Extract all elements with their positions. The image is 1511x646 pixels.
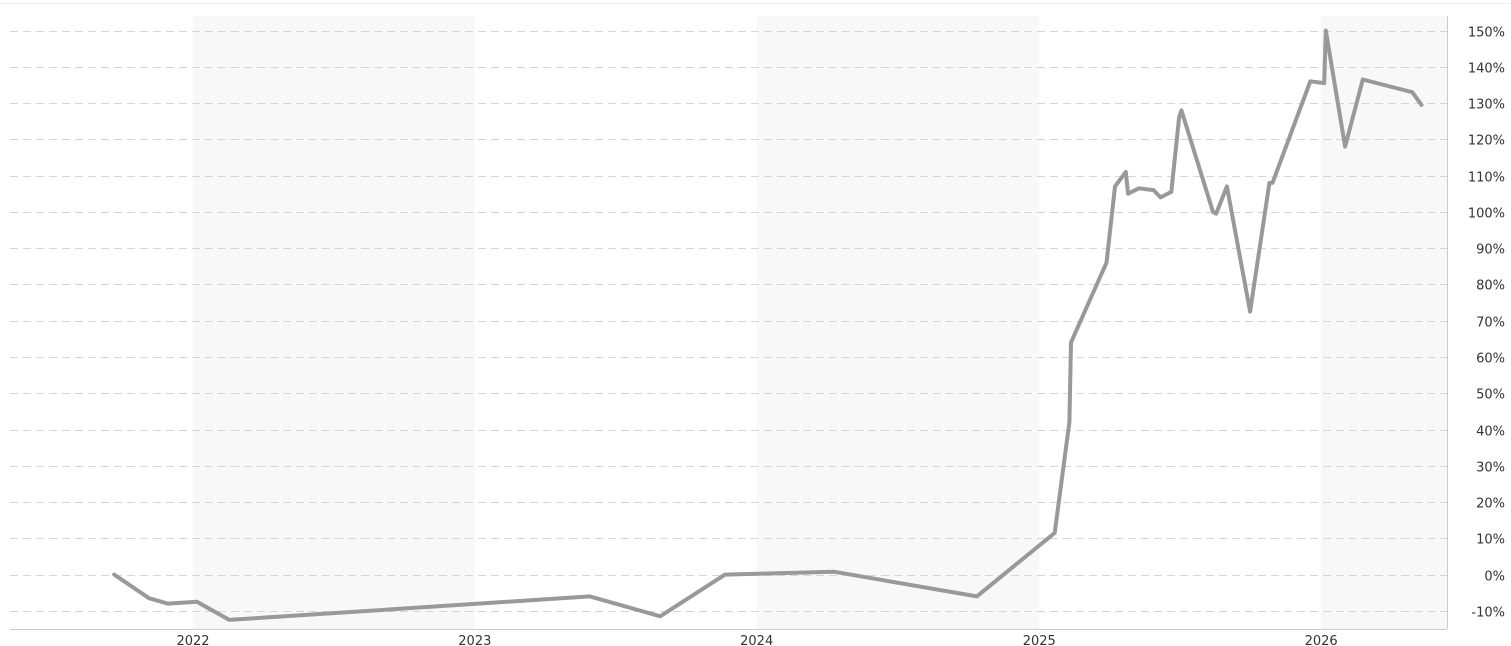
- y-tick-label: 20%: [1476, 497, 1505, 512]
- y-tick-label: 90%: [1476, 243, 1505, 258]
- x-tick-label: 2026: [1305, 634, 1338, 646]
- y-tick-label: 0%: [1484, 570, 1505, 585]
- y-tick-label: 150%: [1468, 26, 1505, 41]
- y-tick-label: 70%: [1476, 316, 1505, 331]
- x-tick-label: 2023: [458, 634, 491, 646]
- series-line-0: [112, 28, 1424, 622]
- y-tick-label: 40%: [1476, 425, 1505, 440]
- year-band-2024: [756, 16, 1040, 629]
- x-tick-label: 2024: [740, 634, 773, 646]
- y-tick-label: -10%: [1471, 606, 1505, 621]
- year-bands: [193, 16, 1447, 629]
- x-tick-labels: 2022 2023 2024 2025 2026: [176, 634, 1337, 646]
- y-tick-label: 50%: [1476, 388, 1505, 403]
- y-tick-labels: 150% 140% 130% 120% 110% 100% 90% 80% 70% 60% 50% 4…: [1468, 26, 1505, 621]
- series-group: [112, 28, 1424, 622]
- y-tick-label: 130%: [1468, 98, 1505, 113]
- x-tick-label: 2025: [1023, 634, 1056, 646]
- y-tick-label: 140%: [1468, 62, 1505, 77]
- y-tick-label: 100%: [1468, 207, 1505, 222]
- y-tick-label: 30%: [1476, 461, 1505, 476]
- y-tick-label: 10%: [1476, 533, 1505, 548]
- y-tick-label: 120%: [1468, 134, 1505, 149]
- year-band-2022: [193, 16, 475, 629]
- y-tick-label: 80%: [1476, 279, 1505, 294]
- y-tick-label: 110%: [1468, 171, 1505, 186]
- x-tick-label: 2022: [176, 634, 209, 646]
- y-tick-label: 60%: [1476, 352, 1505, 367]
- grid-lines: [10, 31, 1447, 612]
